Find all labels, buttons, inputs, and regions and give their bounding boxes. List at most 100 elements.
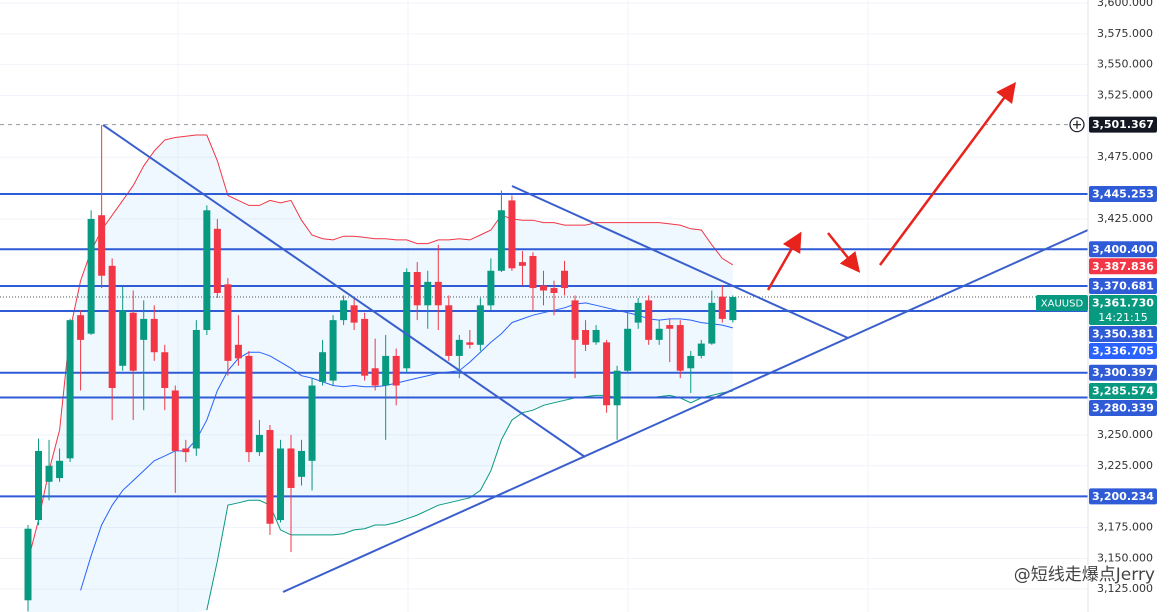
candle-body	[298, 450, 306, 477]
candle-body	[624, 328, 632, 371]
price-label-box	[1089, 364, 1157, 381]
candle-body	[182, 448, 190, 453]
candle-body	[666, 325, 674, 329]
candle-body	[329, 320, 337, 381]
candle-body	[234, 344, 242, 359]
price-label: 3,200.234	[1092, 490, 1154, 503]
candle-body	[119, 310, 127, 366]
candle-body	[77, 315, 85, 340]
price-label: 3,336.705	[1092, 344, 1154, 357]
candle-body	[445, 305, 453, 356]
candle-body	[213, 228, 221, 293]
candle-body	[529, 255, 537, 289]
candle-body	[550, 288, 558, 293]
candle-body	[340, 300, 348, 321]
y-tick-label: 3,175.000	[1097, 520, 1153, 533]
candle-body	[497, 210, 505, 271]
candle-body	[582, 330, 590, 345]
candle-body	[729, 297, 737, 321]
candle-body	[98, 215, 106, 276]
candle-body	[645, 300, 653, 340]
candle-body	[603, 342, 611, 406]
candle-body	[676, 325, 684, 371]
candle-body	[718, 296, 726, 319]
candle-body	[708, 302, 716, 344]
candle-body	[255, 434, 263, 453]
candle-body	[224, 284, 232, 361]
candle-body	[539, 285, 547, 291]
y-tick-label: 3,575.000	[1097, 27, 1153, 40]
trendline	[282, 229, 1089, 593]
candle-body	[24, 528, 32, 601]
candle-body	[613, 370, 621, 406]
price-label: 3,300.397	[1092, 366, 1154, 379]
price-label-box	[1089, 258, 1157, 275]
candle-body	[403, 272, 411, 369]
candles	[24, 125, 737, 612]
candle-body	[129, 312, 137, 371]
price-label-box	[1089, 342, 1157, 359]
candle-body	[371, 368, 379, 386]
price-label: 3,350.381	[1092, 327, 1154, 340]
candle-body	[87, 218, 95, 334]
y-tick-label: 3,150.000	[1097, 551, 1153, 564]
candle-body	[392, 355, 400, 386]
price-label: 3,387.836	[1092, 260, 1154, 273]
candle-body	[413, 272, 421, 306]
price-label-box	[1089, 383, 1157, 400]
candle-body	[171, 390, 179, 451]
candle-body	[434, 281, 442, 306]
trendline	[102, 124, 586, 458]
candle-body	[35, 450, 43, 521]
candle-body	[45, 465, 53, 482]
candle-body	[203, 210, 211, 331]
candle-body	[192, 330, 200, 449]
candle-body	[66, 320, 74, 459]
candle-body	[466, 342, 474, 345]
price-label-box	[1089, 325, 1157, 342]
candle-body	[350, 305, 358, 323]
arrow	[766, 231, 802, 291]
candle-body	[476, 305, 484, 345]
candle-body	[508, 200, 516, 269]
price-label: 3,370.681	[1092, 279, 1154, 292]
band-upper	[27, 134, 734, 561]
price-label-box	[1089, 400, 1157, 417]
arrow	[878, 81, 1016, 266]
candle-body	[161, 352, 169, 389]
price-label: 3,501.367	[1092, 118, 1154, 131]
candle-body	[697, 343, 705, 356]
candle-body	[245, 355, 253, 453]
arrow	[827, 232, 861, 273]
candle-body	[518, 262, 526, 266]
y-tick-label: 3,550.000	[1097, 58, 1153, 71]
price-label-box	[1089, 116, 1157, 133]
candle-body	[108, 265, 116, 389]
candle-body	[56, 460, 64, 479]
price-label-box	[1089, 277, 1157, 294]
candle-body	[150, 318, 158, 353]
plus-icon	[1073, 120, 1081, 129]
symbol-box	[1036, 294, 1088, 311]
price-label: 3,400.400	[1092, 243, 1154, 256]
candle-body	[655, 328, 663, 340]
y-tick-label: 3,225.000	[1097, 459, 1153, 472]
y-tick-label: 3,125.000	[1097, 582, 1153, 595]
price-label-box	[1089, 294, 1157, 325]
y-tick-label: 3,475.000	[1097, 150, 1153, 163]
price-labels: 3,501.367 3,445.253 3,400.400 3,387.836 3,37…	[1036, 116, 1157, 505]
candle-body	[276, 448, 284, 521]
trendline	[511, 185, 849, 339]
candle-body	[634, 302, 642, 323]
candle-body	[592, 330, 600, 343]
candle-body	[424, 281, 432, 306]
candle-body	[455, 339, 463, 356]
candle-body	[140, 318, 148, 340]
candle-body	[571, 300, 579, 340]
symbol-label: XAUUSD	[1041, 298, 1084, 309]
price-label: 3,280.339	[1092, 402, 1154, 415]
candle-body	[287, 448, 295, 488]
ticks: 3,600.000 3,575.000 3,550.000 3,525.000 3,47…	[1097, 0, 1153, 595]
